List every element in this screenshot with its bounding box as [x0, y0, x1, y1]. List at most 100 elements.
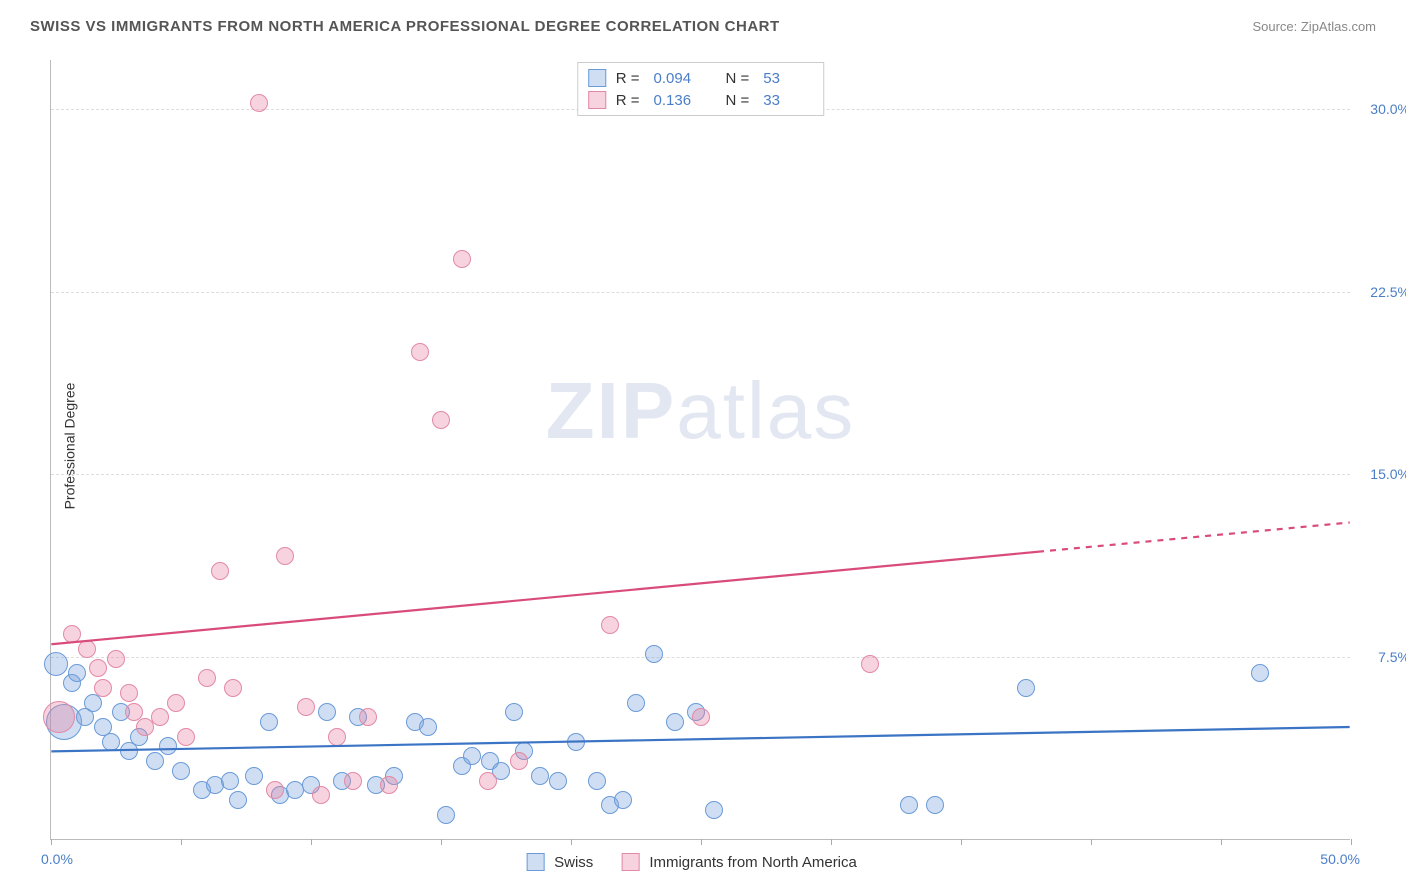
data-point: [120, 684, 138, 702]
y-tick-label: 7.5%: [1355, 649, 1406, 665]
data-point: [437, 806, 455, 824]
y-tick-label: 15.0%: [1355, 466, 1406, 482]
data-point: [567, 733, 585, 751]
data-point: [224, 679, 242, 697]
data-point: [312, 786, 330, 804]
n-value: 53: [763, 70, 813, 87]
data-point: [177, 728, 195, 746]
data-point: [411, 343, 429, 361]
y-tick-label: 30.0%: [1355, 101, 1406, 117]
data-point: [328, 728, 346, 746]
data-point: [44, 652, 68, 676]
source-attribution: Source: ZipAtlas.com: [1252, 19, 1376, 34]
data-point: [419, 718, 437, 736]
r-label: R =: [616, 92, 640, 109]
y-tick-label: 22.5%: [1355, 284, 1406, 300]
data-point: [276, 547, 294, 565]
data-point: [43, 701, 75, 733]
x-tick: [1221, 839, 1222, 845]
data-point: [68, 664, 86, 682]
data-point: [453, 250, 471, 268]
title-bar: SWISS VS IMMIGRANTS FROM NORTH AMERICA P…: [30, 18, 1376, 35]
r-value: 0.136: [654, 92, 704, 109]
data-point: [344, 772, 362, 790]
data-point: [159, 737, 177, 755]
gridline: [51, 292, 1350, 293]
legend-swatch: [588, 69, 606, 87]
r-value: 0.094: [654, 70, 704, 87]
x-tick: [1091, 839, 1092, 845]
n-label: N =: [726, 70, 750, 87]
data-point: [588, 772, 606, 790]
data-point: [318, 703, 336, 721]
x-tick: [441, 839, 442, 845]
legend-correlation-row: R = 0.136 N = 33: [588, 89, 814, 111]
legend-swatch: [526, 853, 544, 871]
legend-swatch: [621, 853, 639, 871]
data-point: [172, 762, 190, 780]
data-point: [266, 781, 284, 799]
data-point: [861, 655, 879, 673]
n-label: N =: [726, 92, 750, 109]
trend-line: [51, 727, 1349, 751]
data-point: [297, 698, 315, 716]
data-point: [151, 708, 169, 726]
gridline: [51, 657, 1350, 658]
data-point: [167, 694, 185, 712]
x-tick: [51, 839, 52, 845]
data-point: [63, 625, 81, 643]
data-point: [245, 767, 263, 785]
data-point: [614, 791, 632, 809]
data-point: [211, 562, 229, 580]
data-point: [380, 776, 398, 794]
legend-series-label: Swiss: [554, 854, 593, 871]
x-axis-min-label: 0.0%: [41, 851, 73, 867]
x-tick: [1351, 839, 1352, 845]
data-point: [549, 772, 567, 790]
trend-line: [51, 552, 1038, 645]
legend-series-label: Immigrants from North America: [649, 854, 857, 871]
data-point: [627, 694, 645, 712]
data-point: [601, 616, 619, 634]
trend-line-extrapolated: [1038, 523, 1350, 552]
chart-title: SWISS VS IMMIGRANTS FROM NORTH AMERICA P…: [30, 18, 780, 35]
data-point: [221, 772, 239, 790]
data-point: [900, 796, 918, 814]
data-point: [531, 767, 549, 785]
data-point: [89, 659, 107, 677]
data-point: [146, 752, 164, 770]
data-point: [107, 650, 125, 668]
x-tick: [961, 839, 962, 845]
watermark: ZIPatlas: [546, 365, 855, 457]
data-point: [692, 708, 710, 726]
n-value: 33: [763, 92, 813, 109]
x-axis-max-label: 50.0%: [1320, 851, 1360, 867]
data-point: [645, 645, 663, 663]
data-point: [479, 772, 497, 790]
x-tick: [181, 839, 182, 845]
data-point: [1251, 664, 1269, 682]
data-point: [198, 669, 216, 687]
gridline: [51, 474, 1350, 475]
data-point: [510, 752, 528, 770]
data-point: [666, 713, 684, 731]
data-point: [250, 94, 268, 112]
data-point: [463, 747, 481, 765]
legend-swatch: [588, 91, 606, 109]
scatter-plot: ZIPatlas R =0.094N =53R =0.136N =33 Swis…: [50, 60, 1350, 840]
correlation-legend: R = 0.094 N = 53 R = 0.136 N = 33: [577, 62, 825, 116]
data-point: [359, 708, 377, 726]
data-point: [705, 801, 723, 819]
data-point: [505, 703, 523, 721]
data-point: [78, 640, 96, 658]
series-legend: Swiss Immigrants from North America: [526, 853, 875, 871]
data-point: [432, 411, 450, 429]
r-label: R =: [616, 70, 640, 87]
data-point: [1017, 679, 1035, 697]
x-tick: [571, 839, 572, 845]
x-tick: [311, 839, 312, 845]
data-point: [102, 733, 120, 751]
data-point: [926, 796, 944, 814]
legend-correlation-row: R = 0.094 N = 53: [588, 67, 814, 89]
data-point: [229, 791, 247, 809]
